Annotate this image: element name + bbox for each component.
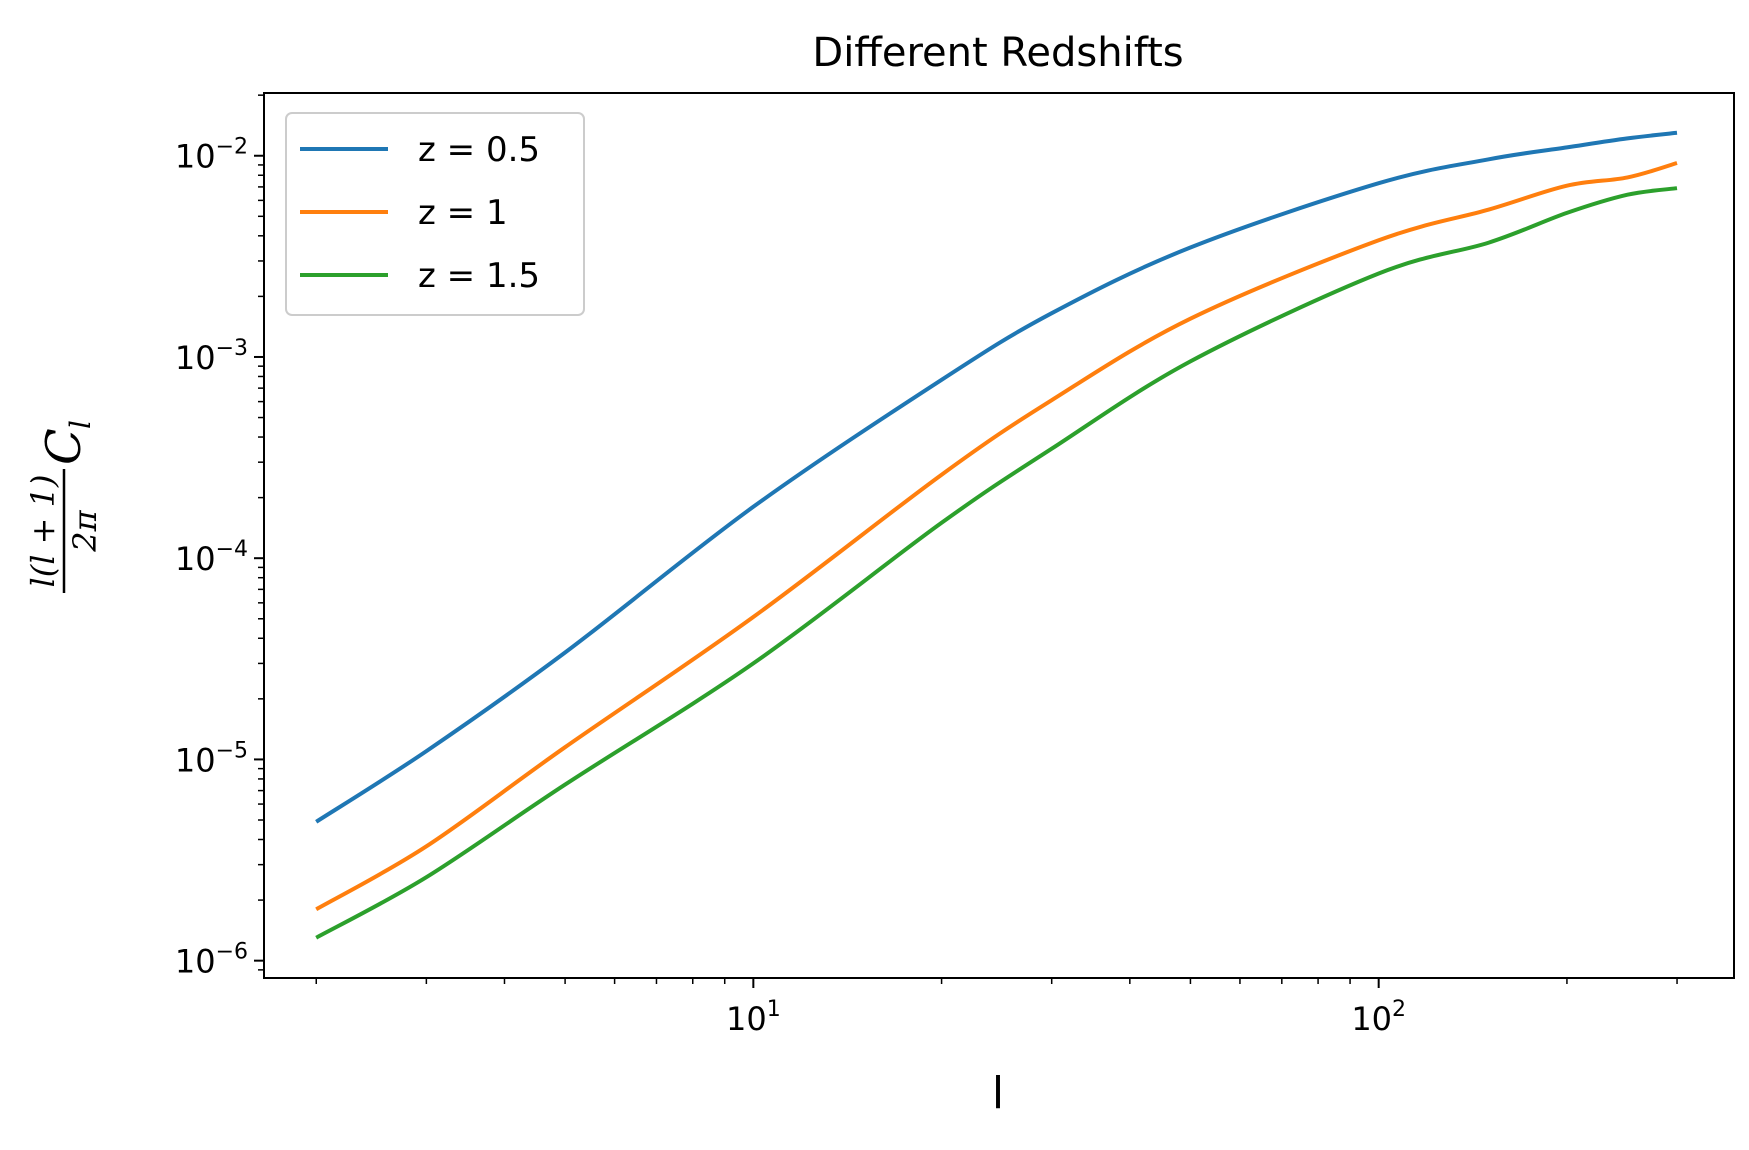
legend: z = 0.5 z = 1 z = 1.5 [285, 112, 585, 316]
x-axis-label: l [992, 1068, 1004, 1119]
legend-label: z = 1 [418, 193, 508, 233]
legend-box [285, 112, 585, 316]
legend-label: z = 0.5 [418, 130, 540, 170]
y-tick-label: 10−4 [175, 537, 248, 578]
plot-lines [315, 130, 1678, 940]
y-axis-label: l(l + 1) 2π C l [24, 420, 104, 593]
y-label-numerator: l(l + 1) [24, 475, 62, 588]
series-line-1 [315, 130, 1678, 824]
y-label-subscript: l [64, 420, 97, 429]
y-axis-ticks: 10−6 10−5 10−4 10−3 10−2 [175, 94, 264, 981]
y-label-denominator: 2π [66, 509, 104, 552]
y-tick-label: 10−2 [175, 135, 248, 176]
series-line-3 [315, 186, 1678, 940]
y-tick-label: 10−6 [175, 940, 248, 981]
y-label-symbol: C [36, 428, 92, 465]
x-axis-ticks: 101 102 [315, 978, 1678, 1038]
y-tick-label: 10−3 [175, 336, 248, 377]
x-tick-label: 102 [1351, 997, 1406, 1038]
x-tick-label: 101 [726, 997, 781, 1038]
y-tick-label: 10−5 [175, 738, 248, 779]
chart-title: Different Redshifts [812, 30, 1183, 76]
series-line-2 [315, 161, 1678, 912]
legend-label: z = 1.5 [418, 256, 540, 296]
plot-frame [263, 92, 1735, 979]
